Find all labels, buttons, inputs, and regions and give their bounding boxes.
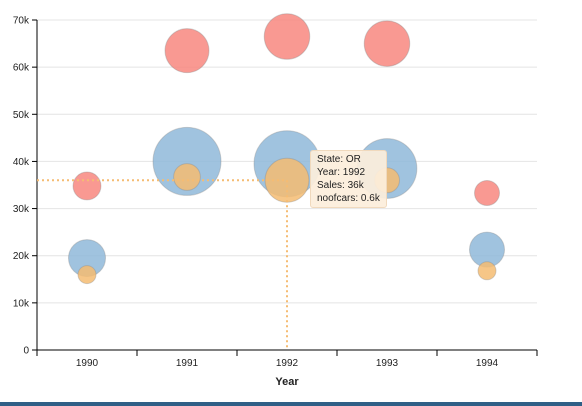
x-tick-label: 1992 bbox=[276, 358, 299, 369]
crosshair bbox=[37, 179, 288, 350]
x-axis-title: Year bbox=[275, 376, 299, 388]
y-tick-label: 60k bbox=[13, 63, 30, 74]
bubble bbox=[263, 13, 311, 60]
x-tick-label: 1990 bbox=[76, 358, 99, 369]
gridlines bbox=[37, 19, 537, 304]
bubbles bbox=[68, 13, 505, 285]
bubble bbox=[152, 126, 222, 196]
tooltip-noofcars: noofcars: 0.6k bbox=[317, 193, 380, 204]
y-tick-label: 0 bbox=[23, 346, 29, 357]
window-bottom-border bbox=[0, 402, 582, 406]
tooltip-state: State: OR bbox=[317, 154, 361, 165]
x-tick-label: 1993 bbox=[376, 358, 399, 369]
x-axis: 1990 1991 1992 1993 1994 bbox=[36, 349, 538, 369]
bubble bbox=[173, 163, 201, 191]
y-tick-label: 70k bbox=[13, 16, 30, 27]
bubble bbox=[164, 28, 210, 74]
tooltip-sales: Sales: 36k bbox=[317, 180, 364, 191]
x-tick-label: 1991 bbox=[176, 358, 199, 369]
bubble bbox=[363, 20, 411, 67]
bubble bbox=[77, 265, 97, 285]
bubble bbox=[474, 180, 500, 207]
bubble bbox=[477, 261, 497, 281]
y-tick-label: 40k bbox=[13, 157, 30, 168]
tooltip-year: Year: 1992 bbox=[317, 167, 366, 178]
y-tick-label: 20k bbox=[13, 251, 30, 262]
y-tick-label: 50k bbox=[13, 110, 30, 121]
x-tick-label: 1994 bbox=[476, 358, 499, 369]
y-tick-label: 30k bbox=[13, 204, 30, 215]
tooltip: State: OR Year: 1992 Sales: 36k noofcars… bbox=[310, 150, 387, 208]
y-tick-label: 10k bbox=[13, 298, 30, 309]
bubble bbox=[72, 171, 102, 201]
y-axis: 0 10k 20k 30k 40k 50k 60k 70k bbox=[13, 16, 38, 357]
